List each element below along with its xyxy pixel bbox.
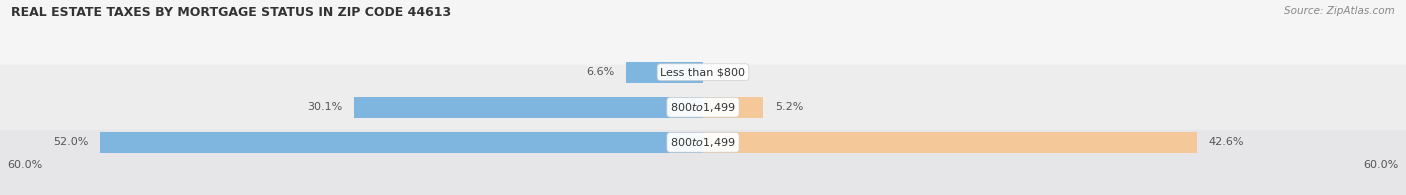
- Text: 60.0%: 60.0%: [1364, 160, 1399, 170]
- Bar: [627, 62, 703, 83]
- Text: 6.6%: 6.6%: [586, 67, 614, 77]
- Text: REAL ESTATE TAXES BY MORTGAGE STATUS IN ZIP CODE 44613: REAL ESTATE TAXES BY MORTGAGE STATUS IN …: [11, 6, 451, 19]
- Text: 52.0%: 52.0%: [53, 137, 89, 147]
- Bar: [100, 132, 703, 153]
- Bar: [703, 97, 763, 118]
- Text: Less than $800: Less than $800: [661, 67, 745, 77]
- Text: $800 to $1,499: $800 to $1,499: [671, 136, 735, 149]
- Text: $800 to $1,499: $800 to $1,499: [671, 101, 735, 114]
- Text: 5.2%: 5.2%: [775, 102, 803, 112]
- Bar: [354, 97, 703, 118]
- Text: 42.6%: 42.6%: [1209, 137, 1244, 147]
- Bar: [703, 132, 1197, 153]
- Text: 0.0%: 0.0%: [714, 67, 742, 77]
- Text: 30.1%: 30.1%: [307, 102, 342, 112]
- Text: 60.0%: 60.0%: [7, 160, 42, 170]
- Text: Source: ZipAtlas.com: Source: ZipAtlas.com: [1284, 6, 1395, 16]
